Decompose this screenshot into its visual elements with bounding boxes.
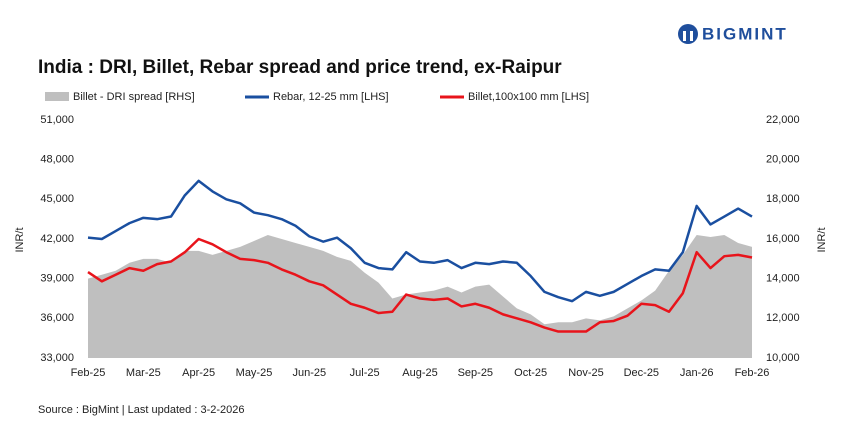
y-tick-label: 39,000 <box>40 273 74 285</box>
x-tick-label: Feb-26 <box>735 367 770 379</box>
x-tick-label: Jun-25 <box>293 367 327 379</box>
logo: BIGMINT <box>678 24 788 44</box>
x-tick-label: Nov-25 <box>568 367 603 379</box>
legend-label: Billet,100x100 mm [LHS] <box>468 91 589 103</box>
x-tick-label: May-25 <box>236 367 273 379</box>
y2-axis-label: INR/t <box>816 227 828 252</box>
y-tick-label: 51,000 <box>40 114 74 126</box>
x-tick-label: Mar-25 <box>126 367 161 379</box>
x-tick-label: Sep-25 <box>458 367 493 379</box>
x-tick-label: Oct-25 <box>514 367 547 379</box>
y2-tick-label: 10,000 <box>766 352 800 364</box>
chart-title: India : DRI, Billet, Rebar spread and pr… <box>38 57 562 78</box>
y2-tick-label: 14,000 <box>766 273 800 285</box>
y2-tick-label: 22,000 <box>766 114 800 126</box>
y-tick-label: 36,000 <box>40 312 74 324</box>
price-line <box>87 179 753 303</box>
y-tick-label: 33,000 <box>40 352 74 364</box>
y-tick-label: 42,000 <box>40 233 74 245</box>
legend-swatch <box>45 92 69 101</box>
logo-text: BIGMINT <box>702 24 788 43</box>
spread-area <box>88 235 752 358</box>
x-tick-label: Jul-25 <box>350 367 380 379</box>
x-tick-label: Jan-26 <box>680 367 714 379</box>
x-tick-label: Dec-25 <box>624 367 659 379</box>
y2-tick-label: 18,000 <box>766 193 800 205</box>
y2-tick-label: 20,000 <box>766 154 800 166</box>
logo-icon-bar <box>683 31 686 41</box>
price-line <box>87 237 753 333</box>
source-note: Source : BigMint | Last updated : 3-2-20… <box>38 404 244 416</box>
y2-tick-label: 12,000 <box>766 312 800 324</box>
legend-label: Rebar, 12-25 mm [LHS] <box>273 91 389 103</box>
legend-label: Billet - DRI spread [RHS] <box>73 91 195 103</box>
x-tick-label: Feb-25 <box>71 367 106 379</box>
logo-icon <box>678 24 698 44</box>
y-tick-label: 48,000 <box>40 154 74 166</box>
x-tick-label: Apr-25 <box>182 367 215 379</box>
y-axis-label: INR/t <box>14 227 26 252</box>
x-tick-label: Aug-25 <box>402 367 437 379</box>
y2-tick-label: 16,000 <box>766 233 800 245</box>
logo-icon-bar <box>690 31 693 41</box>
y-tick-label: 45,000 <box>40 193 74 205</box>
